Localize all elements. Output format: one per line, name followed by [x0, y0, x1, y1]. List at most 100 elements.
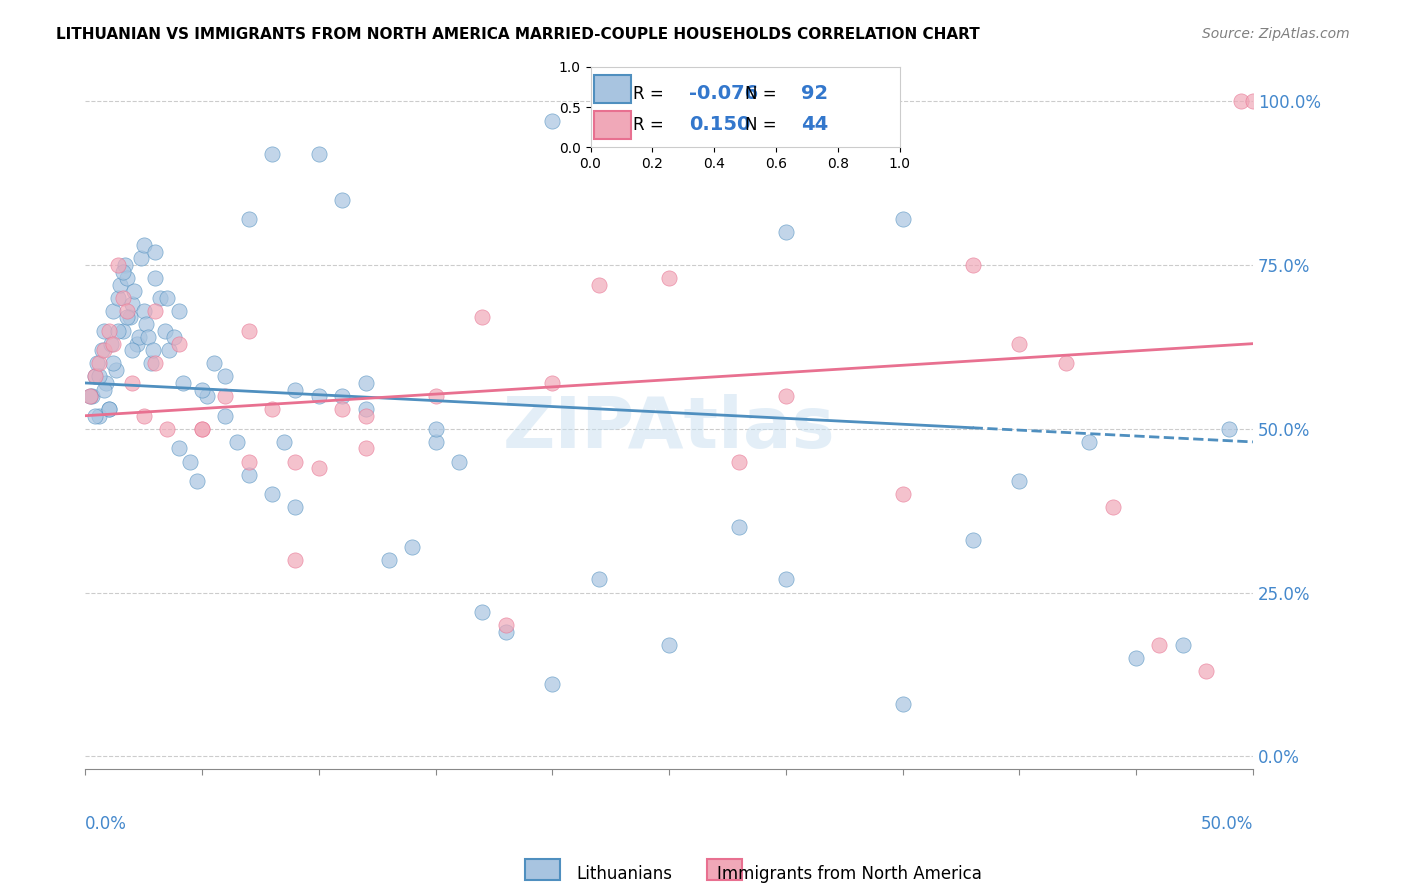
- Point: [471, 310, 494, 325]
- Point: [1054, 356, 1077, 370]
- Point: [191, 383, 214, 397]
- Point: [273, 434, 295, 449]
- Point: [107, 291, 129, 305]
- Point: [132, 304, 155, 318]
- Point: [83, 369, 105, 384]
- Point: [1241, 95, 1264, 109]
- Text: 0.150: 0.150: [689, 115, 751, 135]
- Point: [167, 304, 190, 318]
- Point: [93, 324, 115, 338]
- Point: [588, 277, 610, 292]
- Point: [143, 356, 166, 370]
- Point: [121, 376, 143, 390]
- Text: N =: N =: [745, 85, 782, 103]
- Point: [118, 310, 141, 325]
- Point: [284, 383, 307, 397]
- Text: R =: R =: [633, 85, 669, 103]
- Point: [891, 212, 914, 227]
- Text: Lithuanians: Lithuanians: [576, 865, 672, 883]
- Point: [138, 330, 160, 344]
- Point: [139, 356, 162, 370]
- Point: [775, 225, 797, 239]
- Point: [425, 434, 447, 449]
- Point: [131, 252, 153, 266]
- Point: [354, 442, 377, 456]
- Point: [128, 330, 150, 344]
- Point: [284, 454, 307, 468]
- Point: [308, 461, 330, 475]
- Point: [191, 422, 214, 436]
- Point: [238, 324, 260, 338]
- Point: [79, 389, 101, 403]
- Point: [117, 271, 139, 285]
- Bar: [707, 859, 742, 880]
- Text: LITHUANIAN VS IMMIGRANTS FROM NORTH AMERICA MARRIED-COUPLE HOUSEHOLDS CORRELATIO: LITHUANIAN VS IMMIGRANTS FROM NORTH AMER…: [56, 27, 980, 42]
- Point: [172, 376, 194, 390]
- Point: [89, 369, 111, 384]
- Bar: [593, 112, 631, 139]
- Point: [425, 389, 447, 403]
- Point: [541, 376, 564, 390]
- Point: [541, 114, 564, 128]
- Point: [107, 258, 129, 272]
- Point: [111, 324, 134, 338]
- Text: -0.076: -0.076: [689, 84, 758, 103]
- Point: [132, 238, 155, 252]
- Point: [93, 343, 115, 358]
- Point: [354, 409, 377, 423]
- Point: [308, 389, 330, 403]
- Point: [191, 422, 214, 436]
- Point: [110, 277, 132, 292]
- Point: [96, 376, 118, 390]
- Point: [97, 324, 120, 338]
- Point: [775, 573, 797, 587]
- Point: [378, 553, 401, 567]
- Point: [495, 618, 517, 632]
- Point: [111, 264, 134, 278]
- Point: [214, 369, 236, 384]
- Point: [82, 389, 104, 403]
- Point: [238, 454, 260, 468]
- Point: [238, 467, 260, 482]
- Point: [495, 624, 517, 639]
- Point: [354, 402, 377, 417]
- Point: [330, 193, 353, 207]
- Point: [124, 285, 146, 299]
- Point: [103, 304, 125, 318]
- Point: [104, 363, 127, 377]
- Point: [1101, 500, 1123, 515]
- Point: [167, 442, 190, 456]
- Point: [308, 146, 330, 161]
- Point: [1078, 434, 1101, 449]
- Point: [262, 487, 284, 501]
- Point: [103, 336, 125, 351]
- Point: [142, 343, 165, 358]
- Bar: [526, 859, 560, 880]
- Point: [284, 500, 307, 515]
- Point: [143, 271, 166, 285]
- Text: R =: R =: [633, 116, 669, 134]
- Text: 50.0%: 50.0%: [1201, 815, 1253, 833]
- Point: [97, 402, 120, 417]
- Point: [186, 474, 208, 488]
- Point: [238, 212, 260, 227]
- Text: Immigrants from North America: Immigrants from North America: [717, 865, 981, 883]
- Point: [83, 369, 105, 384]
- Point: [214, 409, 236, 423]
- Point: [226, 434, 249, 449]
- Point: [157, 343, 180, 358]
- Point: [658, 638, 681, 652]
- Point: [79, 389, 101, 403]
- Point: [132, 409, 155, 423]
- Point: [179, 454, 201, 468]
- Text: 0.0%: 0.0%: [86, 815, 127, 833]
- Text: Source: ZipAtlas.com: Source: ZipAtlas.com: [1202, 27, 1350, 41]
- Point: [330, 402, 353, 417]
- Point: [1125, 651, 1147, 665]
- Point: [262, 146, 284, 161]
- Point: [86, 356, 108, 370]
- Point: [541, 677, 564, 691]
- Point: [163, 330, 186, 344]
- Point: [401, 540, 423, 554]
- Point: [1230, 95, 1253, 109]
